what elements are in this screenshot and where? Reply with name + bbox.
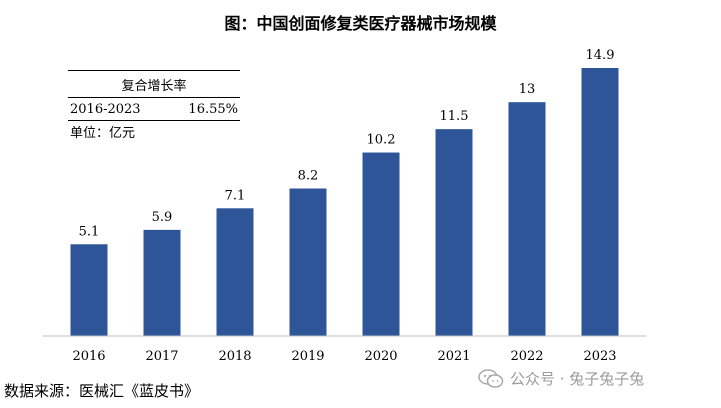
data-label-2022: 13: [519, 82, 536, 97]
data-label-2023: 14.9: [586, 48, 615, 63]
bar-2020: [362, 152, 400, 336]
data-labels-group: 5.1 5.9 7.1 8.2 10.2 11.5 13 14.9: [79, 48, 615, 239]
chart-title: 图：中国创面修复类医疗器械市场规模: [224, 14, 497, 33]
source-note: 数据来源：医械汇《蓝皮书》: [4, 382, 200, 400]
cagr-period: 2016-2023: [70, 102, 141, 117]
data-label-2017: 5.9: [152, 210, 173, 225]
wechat-icon: [478, 368, 504, 388]
bar-2022: [508, 102, 546, 336]
data-label-2019: 8.2: [298, 169, 319, 184]
bar-2021: [435, 129, 473, 336]
watermark: 公众号 · 兔子兔子兔: [478, 368, 644, 389]
x-tick-2021: 2021: [437, 349, 470, 364]
watermark-text: 公众号 · 兔子兔子兔: [510, 370, 645, 388]
cagr-table: 复合增长率 2016-2023 16.55%: [68, 70, 240, 121]
bar-2018: [216, 208, 254, 336]
x-tick-2016: 2016: [72, 349, 105, 364]
bar-2016: [70, 244, 108, 336]
cagr-row: 2016-2023 16.55%: [68, 98, 240, 121]
cagr-rate: 16.55%: [188, 102, 238, 117]
data-label-2016: 5.1: [79, 224, 100, 239]
x-tick-2023: 2023: [583, 349, 616, 364]
x-tick-2019: 2019: [291, 349, 324, 364]
data-label-2018: 7.1: [225, 188, 246, 203]
bar-2023: [581, 68, 619, 336]
cagr-header: 复合增长率: [68, 71, 240, 98]
x-tick-2020: 2020: [364, 349, 397, 364]
x-tick-2022: 2022: [510, 349, 543, 364]
x-tick-2017: 2017: [145, 349, 178, 364]
unit-label: 单位：亿元: [70, 126, 136, 141]
bars-group: [70, 68, 619, 336]
x-tick-labels-group: 2016 2017 2018 2019 2020 2021 2022 2023: [72, 349, 616, 364]
bar-2017: [143, 229, 181, 336]
x-tick-2018: 2018: [218, 349, 251, 364]
bar-2019: [289, 188, 327, 336]
data-label-2021: 11.5: [440, 109, 469, 124]
data-label-2020: 10.2: [367, 133, 396, 148]
